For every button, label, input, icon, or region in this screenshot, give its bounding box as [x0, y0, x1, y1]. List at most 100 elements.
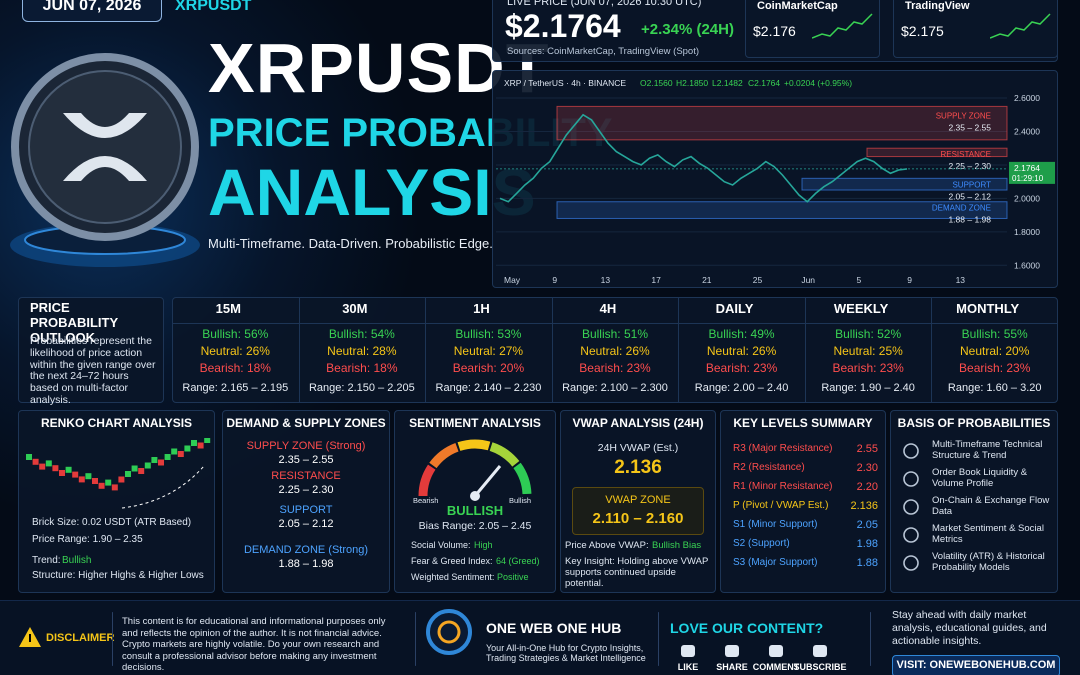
icon — [903, 443, 919, 459]
gauge-needle — [473, 465, 502, 497]
basis-item: Multi-Timeframe Technical Structure & Tr… — [932, 439, 1043, 461]
level-name: P (Pivot / VWAP Est.) — [733, 500, 829, 511]
action[interactable]: LIKE — [677, 662, 699, 672]
outlook-panel — [18, 297, 164, 403]
tagline: Multi-Timeframe. Data-Driven. Probabilis… — [208, 236, 493, 251]
bearish: Bearish: 23% — [959, 361, 1031, 375]
renko-illustration — [26, 438, 211, 509]
column-divider — [678, 297, 680, 403]
brick — [39, 463, 46, 470]
brick — [204, 438, 211, 443]
title-sub: ANALYSIS — [208, 155, 536, 229]
zone-range: 2.05 – 2.12 — [278, 518, 334, 530]
timeframe: MONTHLY — [956, 301, 1020, 316]
brick — [197, 442, 204, 449]
vwap-zone: 2.110 – 2.160 — [592, 510, 684, 527]
x-tick-label: 5 — [857, 275, 862, 285]
brick — [164, 454, 171, 460]
panel-title: BASIS OF PROBABILITIES — [897, 416, 1051, 430]
bearish: Bearish: 18% — [326, 361, 398, 375]
basis-item: On-Chain & Exchange Flow Data — [932, 495, 1050, 517]
sparkline — [812, 13, 873, 39]
ohlc: L2.1482 — [712, 78, 743, 88]
range: Range: 2.140 – 2.230 — [435, 382, 542, 394]
renko-line: Brick Size: 0.02 USDT (ATR Based) — [32, 517, 192, 528]
cta-button — [892, 655, 1060, 675]
brick — [72, 471, 79, 478]
timeframe: WEEKLY — [833, 301, 889, 316]
bias-range: Bias Range: 2.05 – 2.45 — [418, 520, 532, 532]
x-tick-label: 25 — [753, 275, 763, 285]
renko-line: Price Range: 1.90 – 2.35 — [32, 534, 143, 545]
x-tick-label: 9 — [907, 275, 912, 285]
brick — [184, 445, 191, 452]
action[interactable]: COMMENT — [752, 662, 800, 672]
gauge-hub — [470, 491, 480, 501]
gauge-segment — [429, 443, 459, 469]
gauge-low: Bearish — [413, 496, 439, 505]
bullish: Bullish: 56% — [202, 327, 269, 341]
header-rule — [172, 323, 1058, 324]
y-tick-label: 2.0000 — [1014, 193, 1040, 203]
countdown: 01:29:10 — [1012, 174, 1044, 183]
bullish: Bullish: 53% — [455, 327, 522, 341]
stay-text: Stay ahead with daily market analysis, e… — [892, 609, 1047, 648]
level-name: S1 (Minor Support) — [733, 519, 818, 530]
timeframe: 15M — [215, 301, 241, 316]
neutral: Neutral: 25% — [833, 344, 903, 358]
brick — [105, 479, 112, 486]
level-value: 2.20 — [856, 481, 878, 493]
zone-range: 1.88 – 1.98 — [278, 558, 334, 570]
brick — [118, 476, 125, 483]
action-icon — [813, 645, 827, 657]
zone — [556, 201, 1008, 219]
brick — [52, 465, 59, 472]
icon — [681, 645, 695, 657]
brick — [26, 454, 32, 460]
action-icon — [681, 645, 695, 657]
y-tick-label: 1.6000 — [1014, 260, 1040, 270]
action-icon — [725, 645, 739, 657]
logo-face — [28, 70, 182, 224]
icon — [903, 471, 919, 487]
panel-title: DEMAND & SUPPLY ZONES — [226, 416, 386, 430]
column-divider — [425, 297, 427, 403]
panel-title: SENTIMENT ANALYSIS — [409, 416, 541, 430]
zone-name: SUPPLY ZONE — [936, 111, 991, 120]
zone-range: 2.25 – 2.30 — [948, 161, 991, 171]
basis-item: Order Book Liquidity & Volume Profile — [932, 467, 1028, 489]
cta[interactable]: VISIT: ONEWEBONEHUB.COM — [896, 659, 1056, 671]
logo-x — [63, 113, 147, 181]
icon — [769, 645, 783, 657]
divider — [112, 612, 113, 666]
ohlc: O2.1560 — [640, 78, 673, 88]
action[interactable]: SUBSCRIBE — [793, 662, 847, 672]
timeframe: 30M — [342, 301, 368, 316]
date: JUN 07, 2026 — [42, 0, 142, 14]
zone — [556, 105, 1008, 141]
date-pill — [22, 0, 162, 22]
icon — [903, 555, 919, 571]
renko-panel — [18, 410, 215, 593]
bearish: Bearish: 23% — [832, 361, 904, 375]
disclaimer: This content is for educational and info… — [122, 616, 386, 674]
feed-price: $2.175 — [901, 23, 944, 39]
vwap-label: 24H VWAP (Est.) — [597, 442, 679, 454]
brick — [59, 470, 65, 476]
panel-title: KEY LEVELS SUMMARY — [733, 416, 873, 430]
action[interactable]: SHARE — [716, 662, 748, 672]
outlook-heading: PRICE PROBABILITY OUTLOOK — [30, 300, 118, 345]
renko-line: Structure: Higher Highs & Higher Lows — [32, 570, 204, 581]
zone-name: SUPPORT — [279, 504, 333, 516]
zone-name: SUPPORT — [952, 180, 991, 189]
panel-title: RENKO CHART ANALYSIS — [40, 416, 193, 430]
range: Range: 1.60 – 3.20 — [947, 382, 1042, 394]
bullish: Bullish: 54% — [328, 327, 395, 341]
warning-mark — [29, 634, 31, 642]
brick — [131, 465, 138, 472]
action-icon — [769, 645, 783, 657]
price-line — [499, 113, 908, 203]
brick — [171, 448, 178, 455]
range: Range: 2.165 – 2.195 — [182, 382, 289, 394]
icon — [813, 645, 827, 657]
